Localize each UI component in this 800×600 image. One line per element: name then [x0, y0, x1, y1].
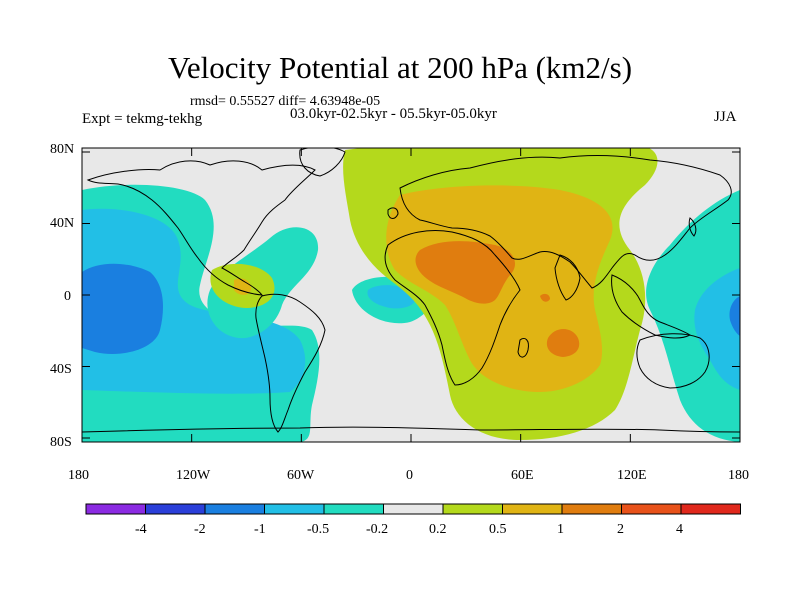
y-tick-label: 40N [50, 216, 75, 231]
y-tick-label: 80S [50, 435, 72, 450]
colorbar-swatch [680, 503, 741, 515]
x-tick-label: 120E [617, 468, 647, 483]
coastline-india [554, 254, 581, 301]
contour-wpacific-lightblue [694, 268, 740, 390]
colorbar-label: -2 [194, 522, 206, 537]
contour-wpacific-cyan [646, 190, 740, 442]
plot-title: Velocity Potential at 200 hPa (km2/s) [167, 50, 633, 85]
colorbar-label: -0.2 [366, 522, 389, 537]
y-tick-label: 0 [64, 289, 71, 304]
coastline-madagascar [517, 337, 529, 358]
colorbar-label: -0.5 [307, 522, 330, 537]
colorbar-swatch [502, 503, 563, 515]
colorbar-swatch [383, 503, 444, 515]
coastline-uk [387, 207, 399, 219]
colorbar-label: 4 [676, 522, 683, 537]
colorbar-swatch [145, 503, 206, 515]
x-tick-label: 180 [68, 468, 89, 483]
coastlines [82, 148, 740, 433]
colorbar-swatch [323, 503, 384, 515]
coastline-north-america [86, 160, 316, 296]
contour-madagascar-orange [546, 329, 580, 357]
colorbar-swatch [442, 503, 503, 515]
colorbar-swatch [561, 503, 622, 515]
axis-tick-marks [81, 148, 741, 442]
season-label: JJA [714, 109, 737, 125]
contour-atlantic-blob-lightblue [367, 285, 416, 309]
colorbar-swatch [621, 503, 682, 515]
colorbar-label: -4 [135, 522, 147, 537]
coastline-australia [636, 333, 710, 389]
y-tick-label: 40S [50, 362, 72, 377]
colorbar-label: -1 [254, 522, 266, 537]
contour-africa-orange [415, 241, 515, 304]
colorbar-swatch [264, 503, 325, 515]
colorbar [85, 503, 741, 515]
coastline-greenland [299, 148, 346, 177]
x-tick-label: 180 [728, 468, 749, 483]
coastline-africa [384, 230, 521, 386]
experiment-label: Expt = tekmg-tekhg [82, 111, 203, 127]
x-tick-label: 0 [406, 468, 413, 483]
contour-fields [82, 148, 740, 442]
coastline-south-america [255, 293, 326, 433]
contour-pacific-blue [82, 263, 163, 354]
colorbar-label: 1 [557, 522, 564, 537]
coastline-eurasia [399, 155, 732, 289]
colorbar-swatch [85, 503, 146, 515]
contour-wpacific-blue [729, 296, 740, 336]
coastline-antarctica [82, 426, 740, 433]
colorbar-label: 2 [617, 522, 624, 537]
y-tick-label: 80N [50, 142, 75, 157]
x-tick-label: 120W [176, 468, 211, 483]
colorbar-label: 0.2 [429, 522, 447, 537]
coastline-japan [688, 217, 697, 237]
contour-indian-orange [540, 293, 550, 302]
colorbar-label: 0.5 [489, 522, 507, 537]
period-label: 03.0kyr-02.5kyr - 05.5kyr-05.0kyr [290, 106, 497, 122]
x-tick-label: 60E [511, 468, 534, 483]
colorbar-swatch [204, 503, 265, 515]
x-tick-label: 60W [287, 468, 315, 483]
rmsd-text: rmsd= 0.55527 diff= 4.63948e-05 [190, 94, 381, 109]
